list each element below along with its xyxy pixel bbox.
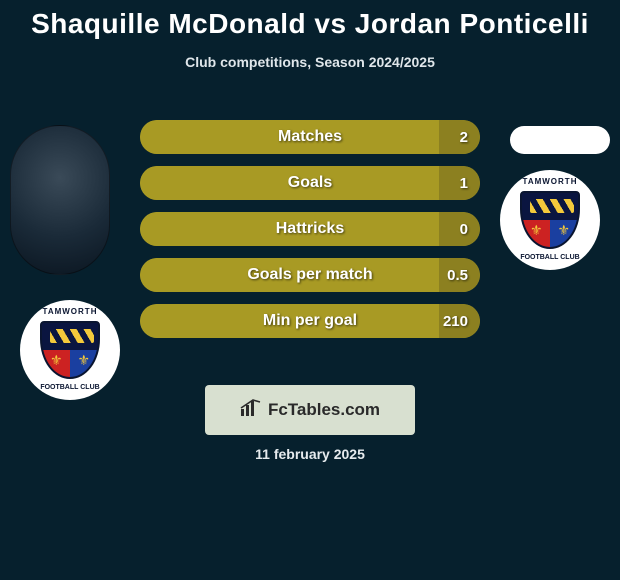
stat-value: 2 [460,129,468,146]
stat-label: Goals per match [247,266,372,284]
stat-bar: Goals 1 [140,166,480,200]
date-label: 11 february 2025 [255,446,365,462]
stats-bars: Matches 2 Goals 1 Hattricks 0 Goals per match 0… [140,120,480,350]
watermark-text: FcTables.com [268,400,380,420]
stat-bar: Goals per match 0.5 [140,258,480,292]
club-badge-left: TAMWORTH ⚜ ⚜ FOOTBALL CLUB [20,300,120,400]
crest-bottom-text: FOOTBALL CLUB [40,384,99,391]
crest-top-text: TAMWORTH [523,177,578,186]
stat-value: 0 [460,221,468,238]
crest-icon: TAMWORTH ⚜ ⚜ FOOTBALL CLUB [38,313,102,387]
stat-value: 0.5 [447,267,468,284]
crest-icon: TAMWORTH ⚜ ⚜ FOOTBALL CLUB [518,183,582,257]
player-right-avatar [510,126,610,154]
stat-bar: Hattricks 0 [140,212,480,246]
crest-top-text: TAMWORTH [43,307,98,316]
stat-value: 1 [460,175,468,192]
club-badge-right: TAMWORTH ⚜ ⚜ FOOTBALL CLUB [500,170,600,270]
stat-label: Matches [278,128,342,146]
watermark: FcTables.com [205,385,415,435]
stat-label: Hattricks [276,220,344,238]
subtitle: Club competitions, Season 2024/2025 [0,54,620,70]
stat-value: 210 [443,313,468,330]
stat-bar: Matches 2 [140,120,480,154]
stat-label: Goals [288,174,332,192]
crest-bottom-text: FOOTBALL CLUB [520,254,579,261]
page-title: Shaquille McDonald vs Jordan Ponticelli [0,0,620,40]
chart-icon [240,399,262,422]
stat-bar: Min per goal 210 [140,304,480,338]
player-left-avatar [10,125,110,275]
stat-label: Min per goal [263,312,357,330]
